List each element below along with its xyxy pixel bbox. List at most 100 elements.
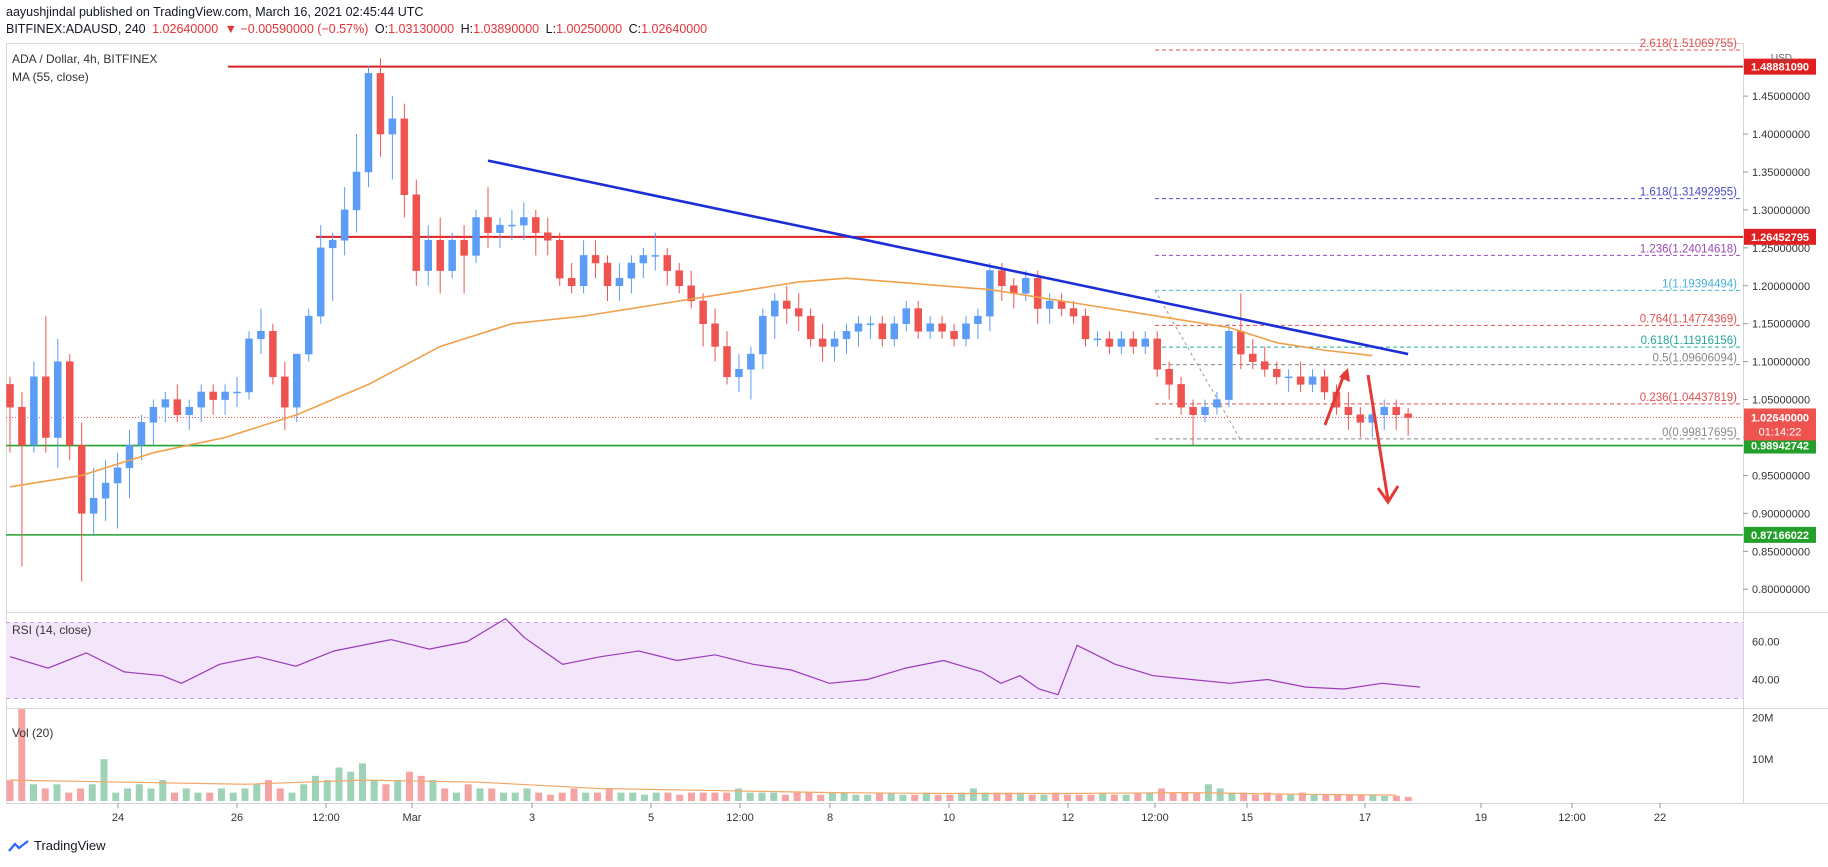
time-tick-label: 15 [1241, 812, 1253, 824]
volume-bar [217, 788, 225, 801]
candle-body [1022, 277, 1030, 294]
volume-bar [864, 794, 872, 801]
volume-bar [558, 792, 566, 801]
candle-body [830, 338, 839, 347]
candle-body [340, 209, 349, 241]
candle-body [1165, 368, 1173, 385]
brand-name: TradingView [34, 838, 106, 853]
candle-body [448, 240, 456, 271]
price-tag-bg [1744, 526, 1816, 543]
fib-ratio: 1 [1662, 278, 1668, 290]
volume-bar [370, 780, 378, 801]
candle-body [902, 308, 910, 324]
volume-bar [311, 775, 319, 801]
price-axis[interactable]: 1.45000000 1.40000000 1.35000000 1.30000000… [1743, 91, 1810, 596]
low-label: L: [545, 22, 557, 36]
volume-bar [934, 794, 942, 801]
horizontal-levels[interactable] [6, 65, 1743, 536]
candle-body [1201, 406, 1209, 415]
candle-body [1249, 353, 1257, 362]
volume-bar [958, 792, 966, 801]
volume-bar [206, 792, 214, 801]
fibonacci-retracement[interactable]: 2.618(1.51069755)1.618(1.31492955)1.236(… [1154, 38, 1743, 440]
candle-body [1033, 277, 1042, 309]
volume-bar [1016, 792, 1024, 801]
time-tick-label: 17 [1359, 812, 1371, 824]
candle-body [161, 399, 170, 408]
candle-body [675, 270, 683, 287]
trendline[interactable] [487, 159, 1409, 356]
candle-body [1189, 406, 1197, 415]
volume-bar [605, 788, 613, 801]
down-arrow-head [1376, 485, 1400, 505]
fib-value: 1.31492955 [1672, 187, 1733, 199]
candle-body [603, 262, 612, 287]
volume-bar [429, 780, 437, 801]
price-tick-label: 1.45000000 [1752, 91, 1810, 103]
volume-bar [88, 784, 96, 801]
candle-body [1404, 413, 1412, 418]
ma-legend: MA (55, close) [12, 70, 89, 84]
volume-bar [1063, 794, 1071, 801]
candle-body [1153, 338, 1161, 370]
fib-close-paren: ) [1733, 278, 1737, 290]
volume-bar [887, 792, 895, 801]
candle-body [854, 323, 863, 332]
candle-body [1225, 331, 1233, 400]
fib-value: 1.14774369 [1672, 313, 1733, 325]
price-tag-label: 0.87166022 [1751, 530, 1809, 542]
candle-body [1356, 414, 1365, 423]
open-value: 1.03130000 [388, 22, 455, 36]
candle-body [950, 331, 958, 340]
candle-body [472, 217, 480, 256]
candle-body [806, 315, 815, 340]
volume-bar [1275, 794, 1283, 801]
candle-body [245, 338, 253, 393]
volume-bar [1369, 794, 1377, 801]
fib-ratio: 2.618 [1640, 38, 1669, 50]
volume-bar [6, 780, 14, 801]
projection-arrows[interactable] [1323, 368, 1400, 505]
volume-bar [711, 792, 719, 801]
time-tick-label: Mar [403, 812, 422, 824]
volume-bar [159, 780, 167, 801]
volume-bar [323, 780, 331, 801]
candle-body [42, 376, 50, 438]
fib-close-paren: ) [1733, 187, 1737, 199]
price-tag-bg [1744, 58, 1816, 75]
candle-body [496, 224, 504, 233]
volume-bar [1005, 792, 1013, 801]
candle-body [1081, 315, 1090, 340]
volume-bar [899, 794, 907, 801]
volume-bar [875, 792, 883, 801]
close-value: 1.02640000 [641, 22, 708, 36]
volume-tick-label: 10M [1752, 754, 1773, 766]
candle-body [269, 331, 277, 378]
volume-bar [570, 788, 578, 801]
volume-bar [640, 794, 648, 801]
volume-bar [499, 792, 507, 801]
volume-bar [805, 792, 813, 801]
rsi-line [9, 617, 1421, 696]
volume-bar [852, 794, 860, 801]
candle-body [663, 255, 671, 271]
low-value: 1.00250000 [556, 22, 623, 36]
volume-bar [793, 792, 801, 801]
volume-bar [781, 794, 789, 801]
candle-body [77, 444, 86, 514]
candle-body [1117, 338, 1126, 347]
fib-open-paren: ( [1669, 187, 1673, 199]
candle-body [1296, 376, 1305, 385]
candle-body [197, 391, 205, 408]
volume-bar [922, 792, 930, 801]
volume-bar [1087, 794, 1095, 801]
fib-level-label: 0.5(1.09606094) [1653, 353, 1738, 365]
volume-bar [288, 792, 296, 801]
down-arrow-line [1366, 374, 1390, 501]
time-axis[interactable]: 24 26 12:00 Mar 3 5 12:00 8 10 12 12:00 15 17 19 12:00… [112, 803, 1666, 824]
candle-body [639, 255, 648, 264]
price-tick-label: 1.30000000 [1752, 205, 1810, 217]
candle-body [113, 467, 122, 484]
last-price-value: 1.02640000 [152, 22, 219, 36]
